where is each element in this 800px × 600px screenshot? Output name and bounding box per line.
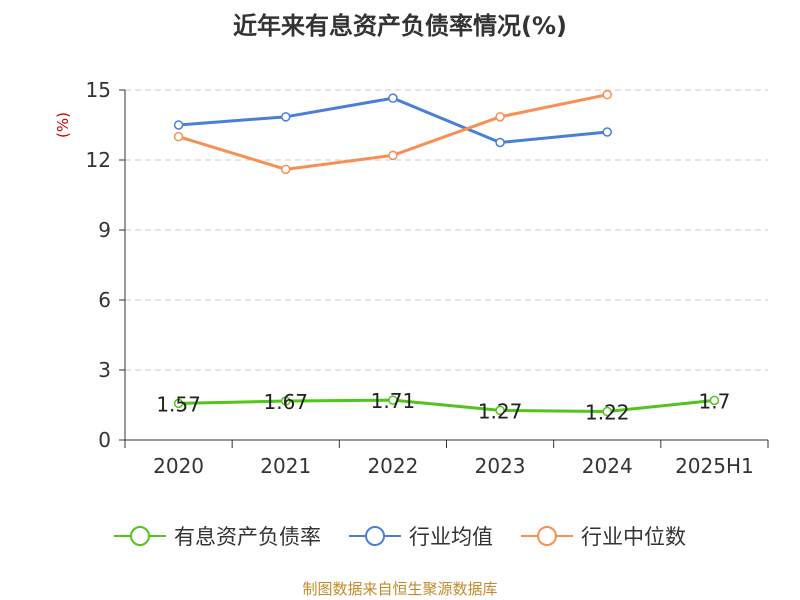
data-point (388, 93, 398, 103)
data-label: 1.22 (585, 401, 630, 425)
data-point (388, 150, 398, 161)
legend-swatch (349, 526, 401, 546)
data-label: 1.57 (156, 392, 201, 416)
gridlines (125, 89, 768, 371)
data-point (495, 112, 505, 122)
x-tick-label: 2020 (153, 454, 204, 478)
legend-label: 行业均值 (409, 525, 493, 549)
y-tick-label: 12 (86, 148, 111, 172)
data-point (602, 89, 612, 100)
data-point (281, 164, 291, 175)
x-tick-label: 2022 (367, 454, 418, 478)
data-point (602, 406, 612, 417)
x-tick-label: 2023 (475, 454, 526, 478)
series (173, 89, 720, 417)
legend-swatch (521, 526, 573, 546)
axes: 0 3 6 9 12 15 2020 2021 2022 2023 2024 2025H1 (86, 78, 769, 478)
data-label: 1.7 (699, 389, 731, 413)
chart-title: 近年来有息资产负债率情况(%) (233, 12, 567, 40)
data-point (388, 395, 398, 405)
series-line (178, 398, 715, 414)
legend-label: 行业中位数 (581, 525, 686, 549)
y-tick-label: 0 (98, 428, 111, 452)
legend-item: 行业中位数 (521, 521, 686, 551)
data-point (281, 396, 291, 406)
x-tick-label: 2025H1 (675, 454, 754, 478)
data-point (173, 120, 184, 130)
legend-item: 有息资产负债率 (114, 521, 321, 551)
legend-marker (130, 526, 150, 546)
legend-marker (365, 526, 385, 546)
data-label: 1.27 (478, 399, 523, 423)
data-point (709, 395, 720, 406)
legend-item: 行业均值 (349, 521, 493, 551)
legend: 有息资产负债率 行业均值 行业中位数 (0, 520, 800, 552)
x-tick-label: 2021 (260, 454, 311, 478)
y-axis-label: (%) (54, 112, 72, 138)
y-tick-label: 6 (98, 288, 111, 312)
data-point (173, 131, 184, 142)
data-point (173, 398, 184, 409)
data-labels: 1.57 1.67 1.71 1.27 1.22 1.7 (156, 389, 730, 424)
x-tick-label: 2024 (582, 454, 633, 478)
line-chart: 0 3 6 9 12 15 2020 2021 2022 2023 2024 2025H1 (%) 1… (54, 78, 769, 478)
data-label: 1.67 (263, 390, 308, 414)
data-point (281, 112, 291, 122)
y-tick-label: 9 (98, 218, 111, 242)
series-line (178, 96, 608, 144)
y-tick-label: 3 (98, 358, 111, 382)
data-point (602, 127, 612, 137)
y-tick-label: 15 (86, 78, 111, 102)
data-point (495, 137, 505, 148)
data-point (495, 405, 505, 416)
legend-marker (537, 526, 557, 546)
source-note: 制图数据来自恒生聚源数据库 (302, 580, 498, 598)
legend-label: 有息资产负债率 (174, 525, 321, 549)
legend-swatch (114, 526, 166, 546)
data-label: 1.71 (371, 389, 416, 413)
